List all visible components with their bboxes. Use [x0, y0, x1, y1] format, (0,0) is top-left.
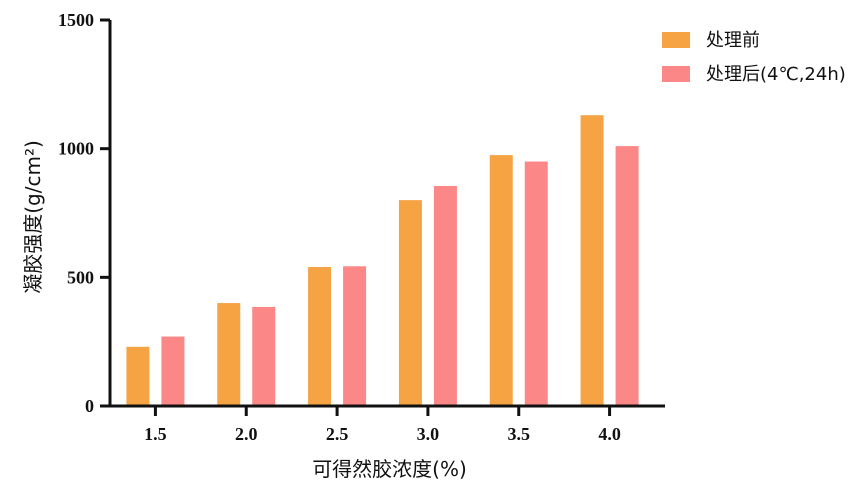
- bars: [126, 115, 639, 405]
- bar-before-3.0: [398, 200, 422, 405]
- y-axis-title: 凝胶强度(g/cm²): [21, 140, 45, 294]
- bar-before-2.5: [308, 267, 332, 405]
- legend-label-after: 处理后(4℃,24h): [706, 64, 846, 85]
- axes: 0 500 1000 1500 1.5 2.0 2.5 3.0 3.5 4.0: [58, 10, 665, 444]
- x-tick-label: 4.0: [598, 424, 621, 444]
- bar-after-3.0: [433, 185, 457, 405]
- bar-before-2.0: [217, 303, 241, 405]
- y-tick-label: 0: [85, 396, 94, 416]
- bar-after-2.0: [252, 306, 276, 405]
- bar-after-1.5: [161, 336, 185, 405]
- y-tick-label: 1500: [58, 10, 94, 30]
- x-tick-label: 1.5: [144, 424, 167, 444]
- bar-after-2.5: [343, 266, 367, 405]
- legend-swatch-after: [662, 66, 690, 82]
- y-tick-label: 1000: [58, 139, 94, 159]
- y-tick-label: 500: [67, 267, 94, 287]
- x-tick-label: 3.5: [508, 424, 531, 444]
- legend-label-before: 处理前: [706, 30, 760, 51]
- x-tick-label: 2.5: [326, 424, 349, 444]
- bar-before-3.5: [489, 155, 513, 405]
- bar-before-4.0: [580, 115, 604, 405]
- bar-before-1.5: [126, 346, 150, 405]
- x-tick-label: 2.0: [235, 424, 258, 444]
- x-tick-label: 3.0: [417, 424, 440, 444]
- bar-after-4.0: [615, 146, 639, 405]
- bar-after-3.5: [524, 161, 548, 405]
- axis-labels: 可得然胶浓度(%) 凝胶强度(g/cm²): [21, 140, 467, 481]
- x-axis-title: 可得然胶浓度(%): [312, 457, 467, 481]
- legend-swatch-before: [662, 32, 690, 48]
